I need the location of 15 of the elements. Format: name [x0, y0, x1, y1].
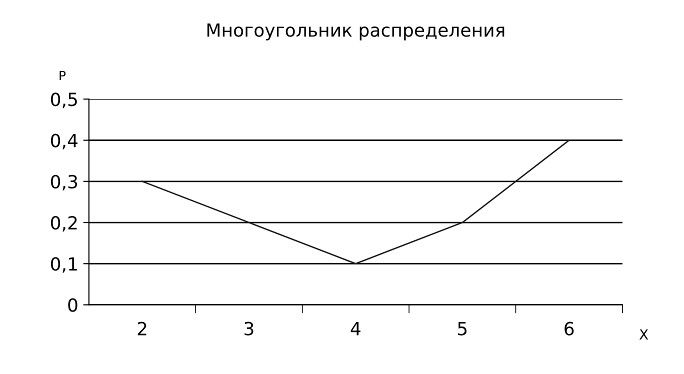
x-tick-label: 2 — [138, 322, 146, 336]
line-series — [142, 140, 570, 264]
y-tick-label: 0,2 — [50, 216, 77, 232]
y-tick-label: 0 — [68, 298, 78, 312]
y-axis-title: P — [60, 70, 66, 80]
y-tick-label: 0,5 — [50, 92, 77, 108]
x-tick-label: 4 — [350, 322, 360, 336]
chart-title: Многоугольник распределения — [207, 23, 504, 40]
x-tick-label: 5 — [458, 322, 467, 336]
x-tick-label: 3 — [244, 322, 254, 336]
x-axis-title: X — [639, 329, 648, 340]
y-tick-label: 0,1 — [50, 257, 77, 273]
y-tick-label: 0,4 — [50, 134, 78, 150]
y-tick-label: 0,3 — [50, 174, 78, 190]
x-tick-label: 6 — [564, 322, 574, 336]
